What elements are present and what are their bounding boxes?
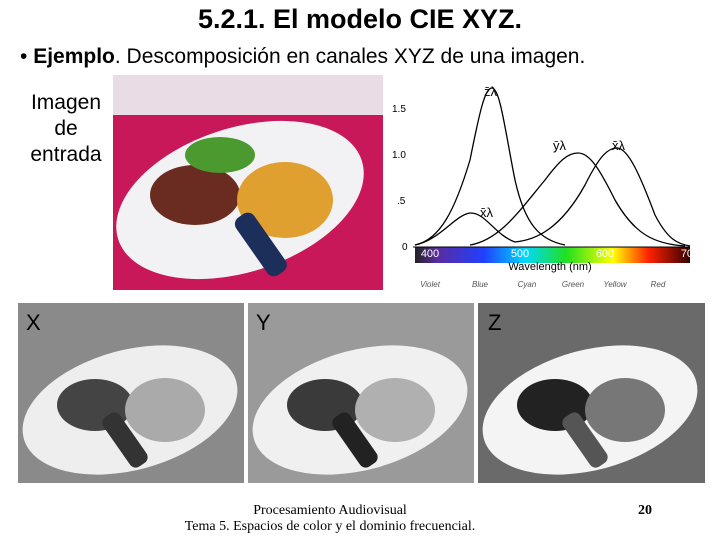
y-tick-label: 1.5	[392, 104, 406, 115]
curve-label: x̄λ	[612, 138, 626, 153]
y-curve	[469, 152, 686, 247]
color-name: Green	[562, 280, 585, 289]
cie-figure: 0 .5 1.0 1.5 400 500 600 700 Wavelength …	[388, 78, 710, 290]
y-tick-label: .5	[397, 196, 406, 207]
color-name: Cyan	[518, 280, 537, 289]
bullet-bold: Ejemplo	[33, 45, 115, 68]
y-tick-label: 1.0	[392, 150, 406, 161]
curve-label: x̄λ	[480, 205, 494, 220]
page-number: 20	[638, 503, 652, 518]
spectrum-bar	[415, 247, 690, 263]
channel-label: Y	[256, 310, 271, 335]
x-tick-label: 600	[596, 248, 614, 260]
input-photo	[113, 75, 383, 290]
x-tick-label: 400	[421, 248, 439, 260]
x-tick-label: 700	[681, 248, 699, 260]
color-name: Blue	[472, 280, 489, 289]
channel-y-photo: Y	[248, 303, 474, 483]
bullet: • Ejemplo. Descomposición en canales XYZ…	[20, 45, 585, 69]
bullet-marker: •	[20, 45, 28, 68]
channel-label: X	[26, 310, 41, 335]
footer-line1: Procesamiento Audiovisual	[253, 503, 407, 518]
z-curve	[414, 87, 566, 246]
title: 5.2.1. El modelo CIE XYZ.	[197, 4, 523, 34]
curve-label: ȳλ	[553, 138, 567, 153]
curve-label: z̄λ	[484, 84, 498, 99]
x-tick-label: 500	[511, 248, 529, 260]
footer-line2: Tema 5. Espacios de color y el dominio f…	[184, 519, 476, 534]
y-tick-label: 0	[402, 242, 408, 253]
color-name: Violet	[420, 280, 441, 289]
color-name: Yellow	[603, 280, 627, 289]
bullet-text: . Descomposición en canales XYZ de una i…	[114, 45, 586, 68]
x-axis-title: Wavelength (nm)	[508, 261, 591, 273]
channel-label: Z	[488, 310, 501, 335]
input-label: Imagen de entrada	[30, 91, 102, 166]
color-name: Red	[651, 280, 666, 289]
x-curve	[414, 147, 691, 247]
channel-z-photo: Z	[478, 303, 705, 483]
channel-x-photo: X	[18, 303, 244, 483]
